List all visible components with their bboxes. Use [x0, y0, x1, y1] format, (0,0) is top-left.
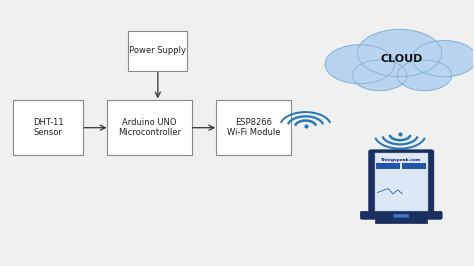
FancyBboxPatch shape: [369, 150, 434, 214]
FancyBboxPatch shape: [128, 31, 187, 71]
FancyBboxPatch shape: [216, 100, 292, 156]
FancyBboxPatch shape: [12, 100, 83, 156]
Circle shape: [353, 60, 407, 91]
Circle shape: [357, 30, 442, 77]
Text: CLOUD: CLOUD: [381, 54, 423, 64]
FancyBboxPatch shape: [376, 163, 400, 169]
Text: Power Supply: Power Supply: [129, 47, 186, 56]
Text: Thingspeak.com: Thingspeak.com: [381, 158, 421, 162]
FancyBboxPatch shape: [107, 100, 192, 156]
Text: Arduino UNO
Microcontroller: Arduino UNO Microcontroller: [118, 118, 181, 138]
FancyBboxPatch shape: [374, 153, 428, 211]
Text: ESP8266
Wi-Fi Module: ESP8266 Wi-Fi Module: [227, 118, 280, 138]
Circle shape: [325, 45, 395, 84]
Circle shape: [397, 60, 452, 91]
Text: DHT-11
Sensor: DHT-11 Sensor: [33, 118, 63, 138]
FancyBboxPatch shape: [394, 214, 409, 217]
Circle shape: [412, 41, 474, 77]
FancyBboxPatch shape: [375, 218, 427, 223]
FancyBboxPatch shape: [360, 211, 442, 219]
FancyBboxPatch shape: [402, 163, 426, 169]
